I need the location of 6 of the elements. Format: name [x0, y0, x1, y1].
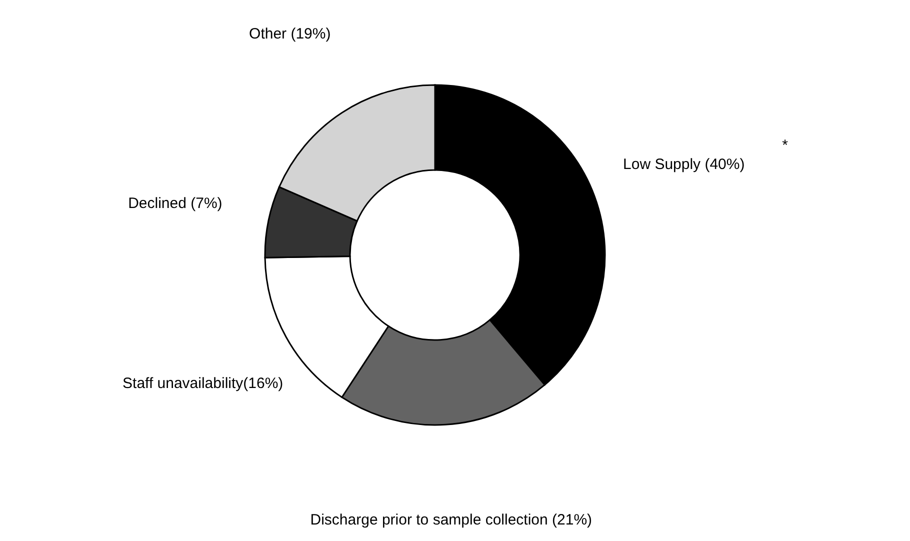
slice-label: Staff unavailability(16%)	[122, 374, 284, 392]
slice-label: Discharge prior to sample collection (21%)	[310, 512, 592, 529]
slice-label: Declined (7%)	[128, 194, 222, 212]
slice-label: Other (19%)	[249, 25, 331, 42]
slice-label: Low Supply (40%)	[622, 156, 745, 173]
text: *	[782, 137, 788, 154]
